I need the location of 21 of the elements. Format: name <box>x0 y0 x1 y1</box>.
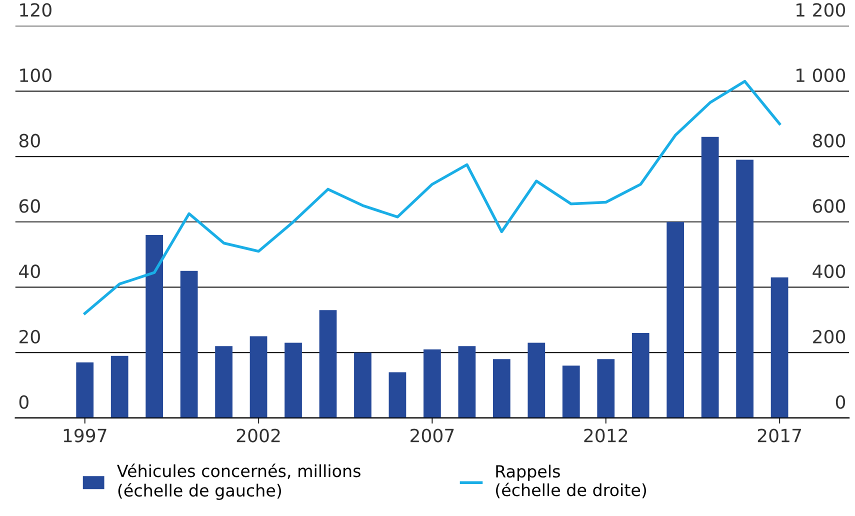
legend-label: Véhicules concernés, millions (échelle de gauche) <box>117 464 360 500</box>
x-tick-label: 1997 <box>64 428 106 442</box>
legend-label: Rappels (échelle de droite) <box>496 464 646 498</box>
y-tick-label: 120 <box>20 3 52 17</box>
y-tick-label: 100 <box>20 68 52 82</box>
y-tick-label: 0 <box>19 395 28 409</box>
x-tick-label: 2012 <box>584 428 628 442</box>
y-tick-label: 40 <box>19 264 40 278</box>
y-tick-label: 20 <box>19 330 40 344</box>
y2-tick-label: 600 <box>813 199 846 213</box>
y2-tick-label: 0 <box>836 395 846 409</box>
y2-tick-label: 400 <box>812 264 846 278</box>
x-tick-label: 2002 <box>236 428 280 442</box>
x-tick-label: 2007 <box>410 428 454 442</box>
x-tick-label: 2017 <box>758 428 801 442</box>
y2-tick-label: 800 <box>813 134 846 148</box>
y2-tick-label: 1 200 <box>796 3 846 17</box>
y-tick-label: 80 <box>19 134 40 148</box>
y2-tick-label: 200 <box>813 330 846 344</box>
y2-tick-label: 1 000 <box>796 68 846 82</box>
y-tick-label: 60 <box>19 199 40 213</box>
